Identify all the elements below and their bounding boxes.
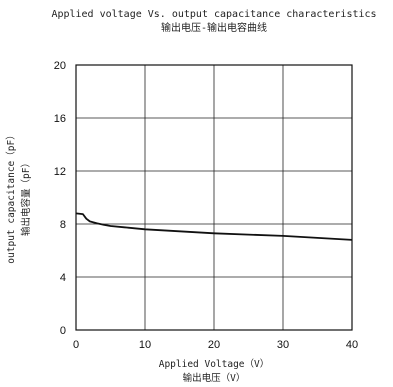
y-tick-label: 16 [54, 113, 66, 125]
x-tick-label: 20 [208, 339, 220, 351]
series-group [75, 212, 353, 241]
chart-title: Applied voltage Vs. output capacitance c… [51, 9, 376, 20]
x-tick-label: 30 [277, 339, 289, 351]
y-tick-label: 0 [60, 325, 66, 337]
y-tick-label: 20 [54, 60, 66, 72]
y-tick-label: 8 [60, 219, 66, 231]
x-tick-label: 10 [139, 339, 151, 351]
chart-subtitle: 输出电压-输出电容曲线 [161, 21, 267, 34]
y-axis-ticks: 0 4 8 12 16 20 [54, 60, 66, 337]
x-tick-label: 0 [73, 339, 79, 351]
grid-lines [76, 65, 352, 330]
plot-frame [75, 64, 353, 331]
y-tick-label: 12 [54, 166, 66, 178]
y-tick-label: 4 [60, 272, 66, 284]
x-axis-label-cn: 输出电压（V） [183, 372, 246, 384]
x-axis-ticks: 0 10 20 30 40 [73, 339, 358, 351]
x-axis-label: Applied Voltage（V） [159, 358, 270, 370]
y-axis-label: output capacitance（pF） [5, 130, 17, 263]
capacitance-series-line [75, 212, 353, 241]
y-axis-label-cn: 输出电容量（pF） [20, 158, 32, 236]
x-tick-label: 40 [346, 339, 358, 351]
